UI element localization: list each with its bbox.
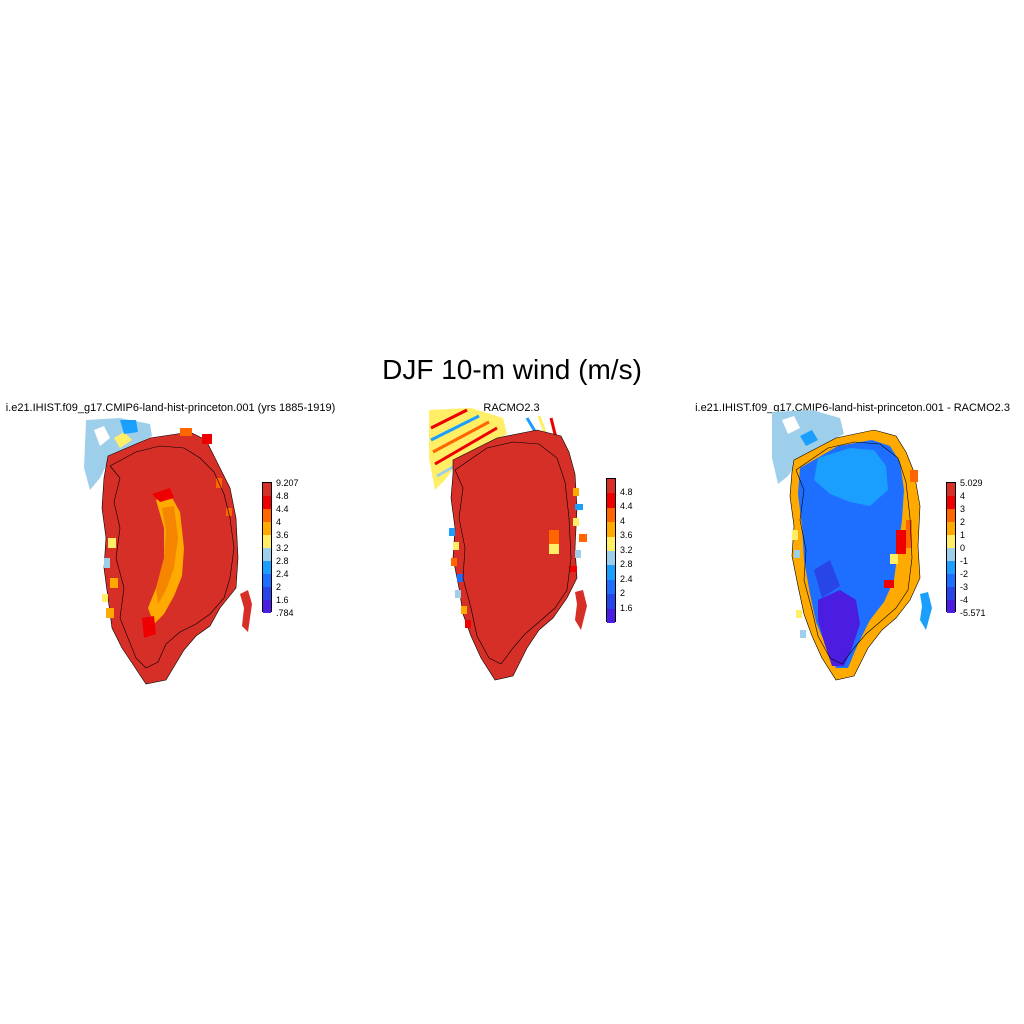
cb1-label-2: 4.4: [276, 504, 289, 514]
cb3-label-10: -5.571: [960, 608, 986, 618]
cb2-seg-4: [607, 536, 615, 551]
cb1-label-8: 2: [276, 582, 282, 592]
greenland-map-model: [84, 418, 252, 685]
cb3-label-2: 3: [960, 504, 966, 514]
cb2-label-4: 3.2: [620, 545, 633, 555]
panel-model: i.e21.IHIST.f09_g17.CMIP6-land-hist-prin…: [0, 398, 341, 698]
cb1-seg-6: [263, 561, 271, 574]
cb3-seg-6: [947, 561, 955, 574]
cb1-seg-3: [263, 522, 271, 535]
cb1-seg-0: [263, 483, 271, 496]
cb3-label-4: 1: [960, 530, 966, 540]
cb2-label-1: 4.4: [620, 501, 633, 511]
cb2-seg-2: [607, 507, 615, 523]
cb1-seg-5: [263, 548, 271, 561]
cb3-seg-1: [947, 496, 955, 509]
cb2-label-8: 1.6: [620, 603, 633, 613]
colorbar-model-box: [262, 482, 272, 613]
cb3-label-7: -2: [960, 569, 969, 579]
cb1-seg-2: [263, 509, 271, 522]
cb1-label-1: 4.8: [276, 491, 289, 501]
cb1-label-5: 3.2: [276, 543, 289, 553]
cb2-seg-1: [607, 493, 615, 508]
cb3-seg-8: [947, 587, 955, 600]
cb1-label-9: 1.6: [276, 595, 289, 605]
cb2-label-3: 3.6: [620, 530, 633, 540]
cb3-label-0: 5.029: [960, 478, 983, 488]
cb2-label-0: 4.8: [620, 487, 633, 497]
cb1-label-6: 2.8: [276, 556, 289, 566]
cb2-seg-7: [607, 579, 615, 595]
cb2-seg-9: [607, 608, 615, 623]
figure-title: DJF 10-m wind (m/s): [382, 354, 642, 385]
cb1-label-7: 2.4: [276, 569, 289, 579]
cb2-seg-8: [607, 594, 615, 609]
cb3-label-9: -4: [960, 595, 969, 605]
colorbar-racmo-box: [606, 478, 616, 623]
cb3-seg-2: [947, 509, 955, 522]
cb2-seg-0: [607, 479, 615, 494]
cb1-seg-1: [263, 496, 271, 509]
greenland-map-difference: [772, 410, 932, 681]
colorbar-difference-box: [946, 482, 956, 613]
cb3-label-6: -1: [960, 556, 969, 566]
greenland-map-racmo: [429, 408, 587, 681]
cb2-seg-5: [607, 551, 615, 566]
panel-racmo: RACMO2.3: [341, 398, 682, 698]
panel-difference: i.e21.IHIST.f09_g17.CMIP6-land-hist-prin…: [682, 398, 1023, 698]
cb3-label-8: -3: [960, 582, 969, 592]
cb3-seg-4: [947, 535, 955, 548]
cb3-seg-0: [947, 483, 955, 496]
panel-title-difference: i.e21.IHIST.f09_g17.CMIP6-land-hist-prin…: [695, 402, 1010, 414]
cb3-seg-7: [947, 574, 955, 587]
cb1-seg-8: [263, 587, 271, 600]
cb2-label-2: 4: [620, 516, 626, 526]
cb3-label-1: 4: [960, 491, 966, 501]
cb2-label-7: 2: [620, 588, 626, 598]
cb3-label-5: 0: [960, 543, 966, 553]
cb3-seg-9: [947, 600, 955, 613]
cb2-seg-6: [607, 565, 615, 580]
cb3-seg-5: [947, 548, 955, 561]
cb2-seg-3: [607, 522, 615, 537]
cb1-seg-7: [263, 574, 271, 587]
cb1-seg-9: [263, 600, 271, 613]
panel-title-model: i.e21.IHIST.f09_g17.CMIP6-land-hist-prin…: [5, 402, 336, 414]
cb3-label-3: 2: [960, 517, 966, 527]
cb1-label-0: 9.207: [276, 478, 299, 488]
cb1-label-3: 4: [276, 517, 282, 527]
cb3-seg-3: [947, 522, 955, 535]
panel-title-racmo: RACMO2.3: [483, 402, 540, 414]
cb1-label-10: .784: [276, 608, 294, 618]
cb2-label-6: 2.4: [620, 574, 633, 584]
cb1-label-4: 3.6: [276, 530, 289, 540]
cb1-seg-4: [263, 535, 271, 548]
cb2-label-5: 2.8: [620, 559, 633, 569]
